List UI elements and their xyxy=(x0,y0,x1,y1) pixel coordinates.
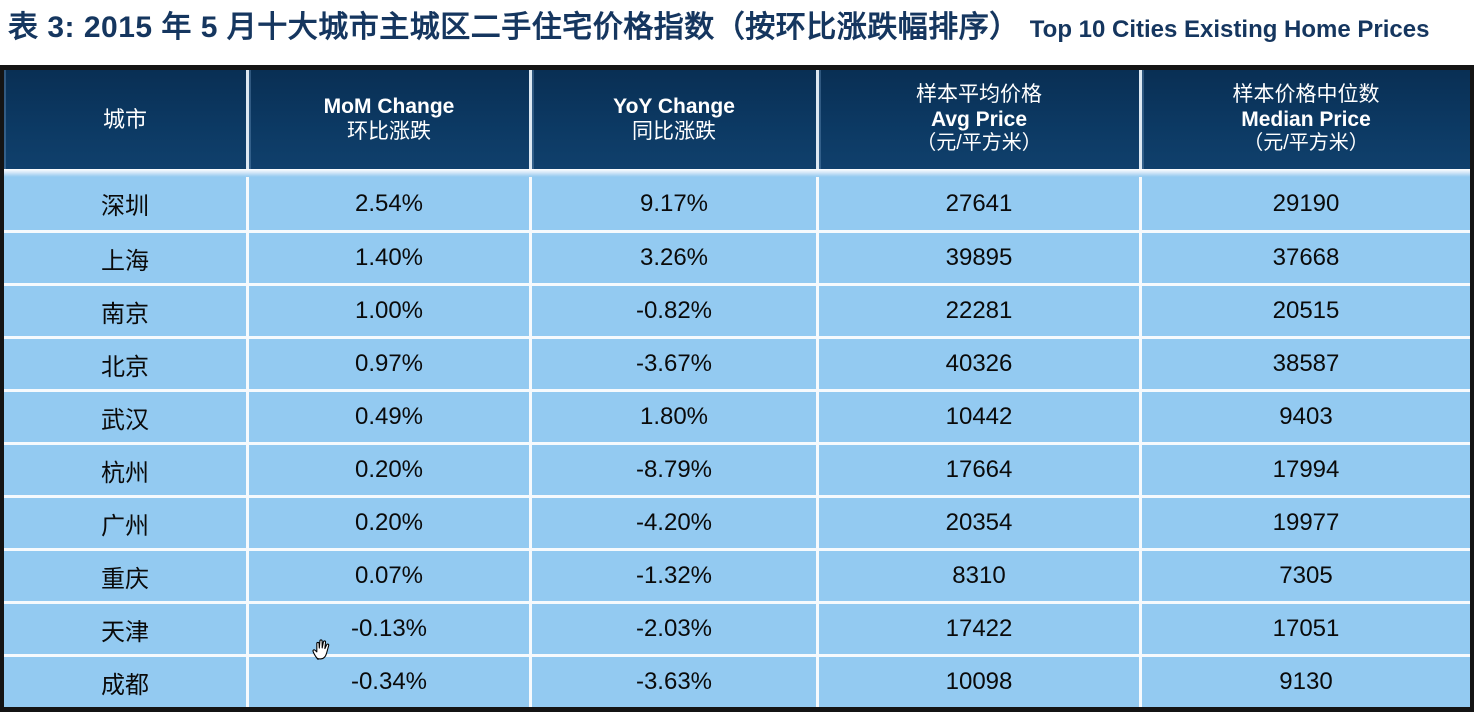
header-avg-zh: 样本平均价格 xyxy=(916,82,1042,106)
header-avg-unit: （元/平方米） xyxy=(916,132,1042,155)
cell-yoy: -1.32% xyxy=(532,548,819,601)
cell-yoy: -8.79% xyxy=(532,442,819,495)
cell-yoy: -3.63% xyxy=(532,654,819,707)
cell-mom: 0.97% xyxy=(249,336,532,389)
cell-city: 重庆 xyxy=(4,548,249,601)
cell-avg: 27641 xyxy=(819,177,1142,230)
cell-median: 17994 xyxy=(1142,442,1470,495)
cell-mom: 0.20% xyxy=(249,442,532,495)
cell-avg: 10098 xyxy=(819,654,1142,707)
cell-yoy: -2.03% xyxy=(532,601,819,654)
cell-city: 天津 xyxy=(4,601,249,654)
cell-city: 武汉 xyxy=(4,389,249,442)
header-avg-price: 样本平均价格 Avg Price （元/平方米） xyxy=(819,70,1142,169)
header-yoy-en: YoY Change xyxy=(613,94,735,118)
header-city: 城市 xyxy=(4,70,249,169)
header-median-unit: （元/平方米） xyxy=(1243,132,1369,155)
cell-avg: 39895 xyxy=(819,230,1142,283)
cell-yoy: 9.17% xyxy=(532,177,819,230)
cell-median: 9403 xyxy=(1142,389,1470,442)
header-city-label: 城市 xyxy=(102,106,147,132)
cell-mom: 0.20% xyxy=(249,495,532,548)
header-mom-en: MoM Change xyxy=(323,94,455,118)
header-median-zh: 样本价格中位数 xyxy=(1232,82,1380,106)
cell-yoy: -3.67% xyxy=(532,336,819,389)
table-title: 表 3: 2015 年 5 月十大城市主城区二手住宅价格指数（按环比涨跌幅排序）… xyxy=(8,2,1429,46)
cell-city: 深圳 xyxy=(4,177,249,230)
cell-mom: 0.07% xyxy=(249,548,532,601)
cell-avg: 8310 xyxy=(819,548,1142,601)
cell-median: 7305 xyxy=(1142,548,1470,601)
table-title-zh: 表 3: 2015 年 5 月十大城市主城区二手住宅价格指数（按环比涨跌幅排序） xyxy=(8,11,1020,44)
cell-mom: 0.49% xyxy=(249,389,532,442)
cell-mom: -0.34% xyxy=(249,654,532,707)
header-mom: MoM Change 环比涨跌 xyxy=(249,70,532,169)
cell-median: 19977 xyxy=(1142,495,1470,548)
cell-avg: 20354 xyxy=(819,495,1142,548)
header-yoy: YoY Change 同比涨跌 xyxy=(532,70,819,169)
cell-median: 38587 xyxy=(1142,336,1470,389)
cell-yoy: 3.26% xyxy=(532,230,819,283)
cell-median: 17051 xyxy=(1142,601,1470,654)
header-mom-zh: 环比涨跌 xyxy=(347,119,431,143)
cell-city: 广州 xyxy=(4,495,249,548)
header-avg-en: Avg Price xyxy=(930,107,1028,131)
cell-city: 北京 xyxy=(4,336,249,389)
cell-median: 9130 xyxy=(1142,654,1470,707)
cell-yoy: -0.82% xyxy=(532,283,819,336)
cell-avg: 22281 xyxy=(819,283,1142,336)
header-median-en: Median Price xyxy=(1241,107,1371,131)
cell-yoy: 1.80% xyxy=(532,389,819,442)
cell-avg: 40326 xyxy=(819,336,1142,389)
table-title-en: Top 10 Cities Existing Home Prices xyxy=(1029,16,1430,43)
cell-avg: 17664 xyxy=(819,442,1142,495)
cell-yoy: -4.20% xyxy=(532,495,819,548)
cell-avg: 10442 xyxy=(819,389,1142,442)
header-underline-band xyxy=(4,169,1470,177)
cell-city: 上海 xyxy=(4,230,249,283)
cell-mom: 1.40% xyxy=(249,230,532,283)
cell-mom: 1.00% xyxy=(249,283,532,336)
cell-city: 杭州 xyxy=(4,442,249,495)
cell-avg: 17422 xyxy=(819,601,1142,654)
header-yoy-zh: 同比涨跌 xyxy=(632,119,716,143)
cell-city: 成都 xyxy=(4,654,249,707)
cell-median: 29190 xyxy=(1142,177,1470,230)
header-median-price: 样本价格中位数 Median Price （元/平方米） xyxy=(1142,70,1470,169)
cell-mom: -0.13% xyxy=(249,601,532,654)
cell-city: 南京 xyxy=(4,283,249,336)
price-table[interactable]: 城市 MoM Change 环比涨跌 YoY Change 同比涨跌 样本平均价… xyxy=(0,65,1474,712)
cell-mom: 2.54% xyxy=(249,177,532,230)
cell-median: 20515 xyxy=(1142,283,1470,336)
cell-median: 37668 xyxy=(1142,230,1470,283)
